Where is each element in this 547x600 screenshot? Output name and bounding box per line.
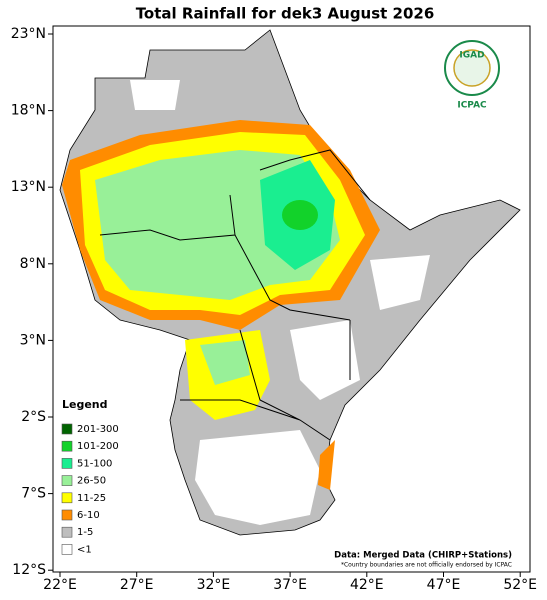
lat-label: 2°S: [21, 409, 46, 425]
lon-label: 22°E: [43, 577, 77, 593]
legend-label: 201-300: [77, 424, 119, 435]
logo-text: IGAD: [459, 51, 484, 61]
rain-6-10: [318, 440, 335, 490]
legend-label: <1: [77, 544, 92, 555]
data-credit: Data: Merged Data (CHIRP+Stations): [334, 551, 512, 561]
lon-label: 37°E: [273, 577, 307, 593]
lat-label: 12°S: [12, 562, 46, 578]
legend-swatch: [61, 423, 73, 435]
lon-label: 27°E: [120, 577, 154, 593]
legend-label: 51-100: [77, 458, 112, 469]
legend-swatch: [61, 509, 73, 521]
legend-label: 1-5: [77, 527, 93, 538]
disclaimer: *Country boundaries are not officially e…: [341, 562, 512, 569]
lat-label: 7°S: [21, 486, 46, 502]
legend: 201-300 101-200 51-100 26-50 11-25 6-10 1-5 <1: [61, 423, 119, 555]
legend-label: 11-25: [77, 493, 106, 504]
lon-label: 42°E: [350, 577, 384, 593]
rainfall-map: [59, 29, 521, 536]
legend-swatch: [61, 526, 73, 538]
rain-101-200: [282, 200, 318, 230]
dry-area: [290, 320, 360, 400]
dry-area: [130, 80, 180, 110]
legend-label: 101-200: [77, 441, 119, 452]
logo: IGAD ICPAC: [444, 40, 500, 111]
lat-label: 8°N: [20, 256, 46, 272]
legend-swatch: [61, 492, 73, 504]
legend-swatch: [61, 475, 73, 486]
legend-swatch: [61, 458, 73, 469]
rain-26-50: [200, 340, 250, 385]
legend-swatch: [61, 544, 73, 555]
lat-label: 23°N: [11, 26, 46, 42]
legend-label: 6-10: [77, 510, 100, 521]
map-title: Total Rainfall for dek3 August 2026: [136, 5, 435, 23]
lon-label: 32°E: [197, 577, 231, 593]
longitude-labels: 22°E 27°E 32°E 37°E 42°E 47°E 52°E: [43, 572, 537, 593]
lon-label: 47°E: [427, 577, 461, 593]
country-borders: [99, 149, 371, 441]
dry-area: [370, 255, 430, 310]
lon-label: 52°E: [503, 577, 537, 593]
lat-label: 3°N: [20, 332, 46, 348]
dry-area: [195, 430, 320, 525]
logo-caption: ICPAC: [457, 101, 487, 111]
lat-label: 18°N: [11, 103, 46, 119]
legend-title: Legend: [62, 398, 108, 411]
legend-label: 26-50: [77, 476, 106, 487]
legend-swatch: [61, 440, 73, 452]
logo-globe: [453, 49, 491, 87]
lat-label: 13°N: [11, 179, 46, 195]
latitude-labels: 23°N 18°N 13°N 8°N 3°N 2°S 7°S 12°S: [11, 26, 53, 578]
